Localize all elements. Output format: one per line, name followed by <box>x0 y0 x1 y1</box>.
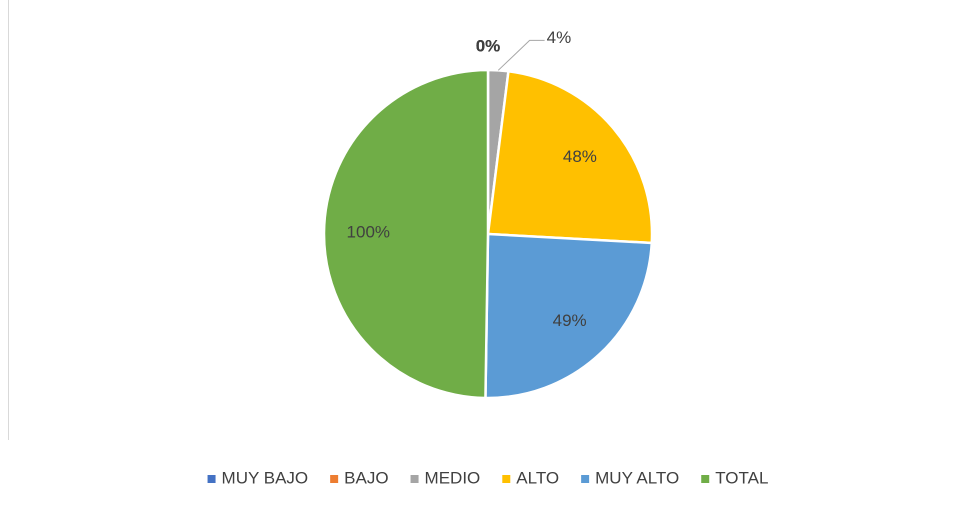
legend-label: MUY BAJO <box>222 468 309 487</box>
data-label: 100% <box>347 223 390 242</box>
legend-swatch <box>410 475 419 483</box>
data-label: 0% <box>476 36 501 55</box>
data-label: 4% <box>547 28 572 47</box>
legend-label: TOTAL <box>715 468 768 487</box>
legend-swatch <box>581 475 590 483</box>
pie-slice <box>322 68 490 400</box>
pie-slice <box>484 232 654 400</box>
pie-slice <box>486 69 654 245</box>
data-label: 49% <box>553 311 587 330</box>
legend-swatch <box>207 475 216 483</box>
legend-label: BAJO <box>344 468 388 487</box>
legend-label: MEDIO <box>425 468 481 487</box>
leader-line <box>497 39 545 71</box>
data-label: 0% <box>476 36 501 55</box>
legend-label: MUY ALTO <box>595 468 679 487</box>
data-label: 48% <box>563 147 597 166</box>
legend-swatch <box>330 475 339 483</box>
legend-swatch <box>701 475 710 483</box>
legend-label: ALTO <box>516 468 559 487</box>
legend-swatch <box>502 475 511 483</box>
